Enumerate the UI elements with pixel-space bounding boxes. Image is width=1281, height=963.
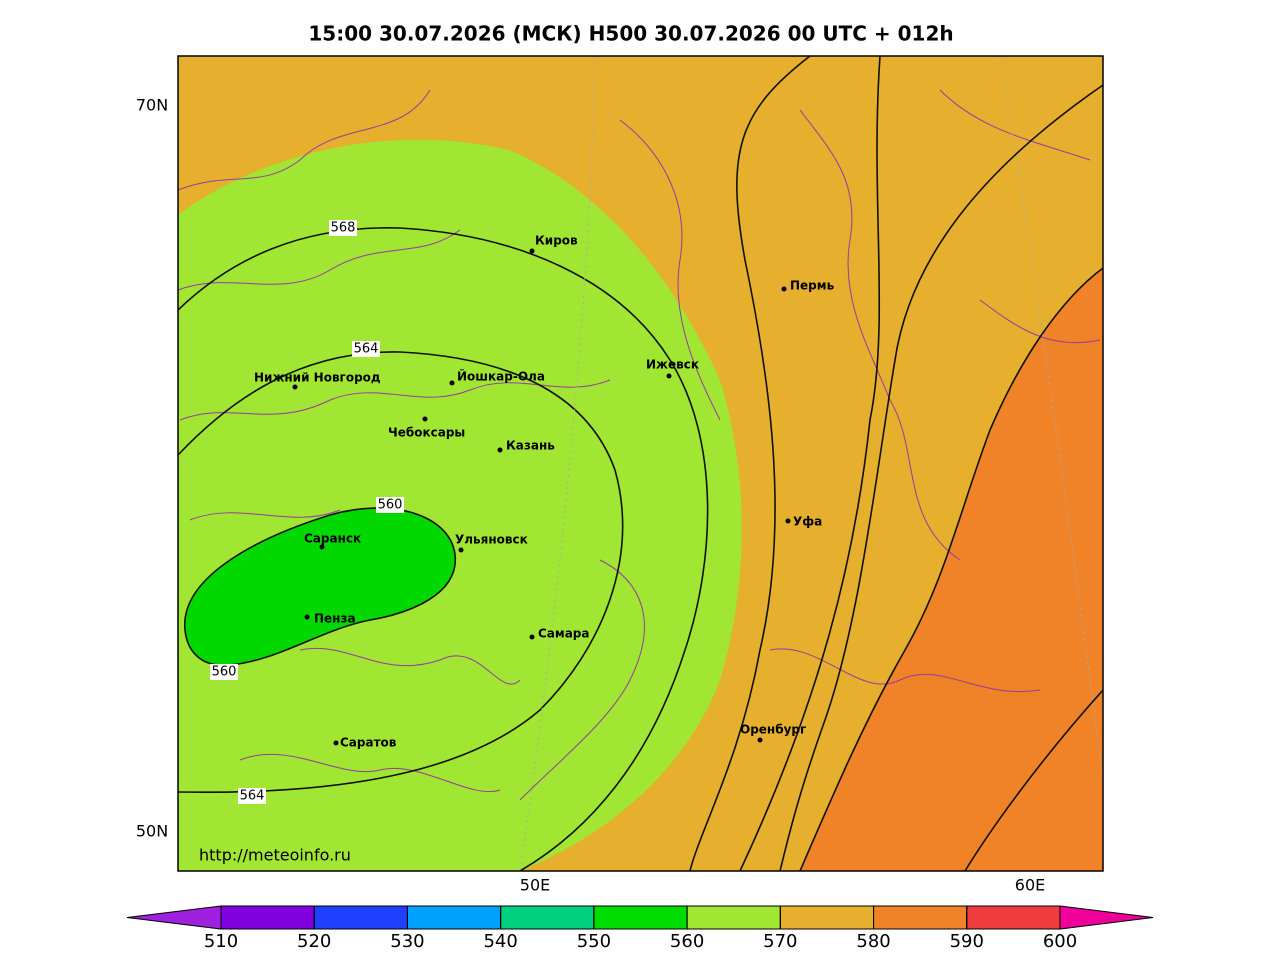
contour-580 [779,84,1103,871]
contour-576 [739,56,881,871]
contour-label-bg [352,341,380,357]
colorbar-tick-label: 510 [204,931,238,952]
contour-label-bg [238,788,266,804]
city-label: Саранск [304,532,361,546]
city-label: Саратов [340,736,397,750]
city-label: Киров [535,234,578,248]
credit: http://meteoinfo.ru [199,846,351,865]
region-560 [178,139,742,871]
city-label: Оренбург [740,723,806,737]
city-label: Самара [538,627,590,641]
city-label: Ульяновск [455,533,528,547]
contour-label: 560 [212,665,237,680]
lon-label: 50E [520,876,550,895]
colorbar-swatch [966,905,1061,930]
contour-label: 564 [354,342,379,357]
contour-label: 568 [331,221,356,236]
colorbar-tick-label: 540 [483,931,517,952]
colorbar-swatch [313,905,408,930]
contour-label-bg [329,220,357,236]
colorbar-tick-label: 580 [856,931,890,952]
city-label: Ижевск [646,358,699,372]
colorbar-tick-label: 570 [763,931,797,952]
region-580 [800,268,1103,871]
city-label: Казань [506,439,555,453]
contour-584 [799,267,1103,871]
city-marker [458,547,464,553]
contour-label: 560 [378,498,403,513]
city-marker [529,634,535,640]
colorbar-tick-label: 550 [577,931,611,952]
colorbar-tick-label: 530 [390,931,424,952]
contour-label: 564 [240,789,265,804]
region-border [178,89,1101,801]
grid-line [519,56,1103,871]
contour-588 [964,689,1103,871]
city-marker [497,447,503,453]
city-marker [319,544,325,550]
colorbar-tick-label: 520 [297,931,331,952]
colorbar-swatch [873,905,968,930]
colorbar-swatch [779,905,875,930]
colorbar-tick-label: 600 [1043,931,1077,952]
colorbar-arrow [126,905,222,930]
city-marker [292,384,298,390]
city-marker [529,248,535,254]
city-label: Йошкар-Ола [457,369,545,384]
city-marker [757,737,763,743]
colorbar-swatch [220,905,315,930]
contour-572 [689,56,811,871]
city-label: Уфа [793,515,822,529]
map-frame [177,55,1104,872]
title: 15:00 30.07.2026 (МСК) H500 30.07.2026 0… [308,22,953,46]
city-marker [781,286,787,292]
contour-564 [178,351,624,794]
city-label: Пермь [790,279,835,293]
colorbar-swatch [593,905,688,930]
city-marker [449,380,455,386]
city-marker [666,373,672,379]
map: 70N 50N 50E 60E http://meteoinfo.ru Киро… [136,55,1104,895]
city-marker [333,740,339,746]
lat-label: 50N [136,822,168,841]
colorbar-tick-label: 560 [670,931,704,952]
city-label: Нижний Новгород [254,371,381,385]
colorbar-tick-label: 590 [950,931,984,952]
colorbar: 510 520 530 540 550 560 570 580 590 600 [126,905,1154,952]
city-marker [422,416,428,422]
city-marker [304,614,310,620]
lat-label: 70N [136,96,168,115]
contour-label-bg [210,664,238,680]
lon-label: 60E [1015,876,1045,895]
colorbar-swatch [686,905,781,930]
colorbar-swatch [500,905,595,930]
city-label: Чебоксары [388,426,465,440]
colorbar-swatch [406,905,502,930]
city-label: Пенза [314,612,356,626]
city-marker [785,518,791,524]
colorbar-arrow [1059,905,1154,930]
contour-label-bg [376,497,404,513]
